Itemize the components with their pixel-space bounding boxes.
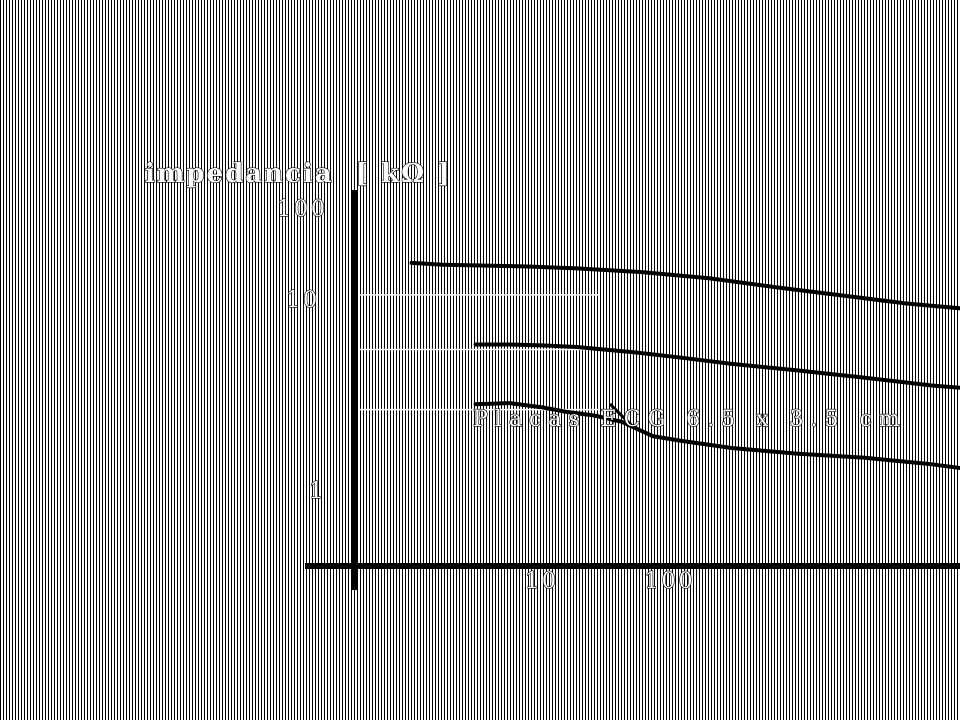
- annotation-leader-line: [608, 402, 635, 429]
- x-tick-label-100: 100: [645, 569, 696, 594]
- y-axis-label: impedancia [ kΩ ]: [145, 159, 452, 189]
- x-axis: [305, 563, 960, 569]
- grid-layer: [358, 294, 600, 411]
- annotation-label: Placas ECG 6.5 x 3.5 cm: [473, 407, 907, 432]
- series-line-3: [473, 401, 960, 470]
- y-tick-label-100: 100: [277, 197, 328, 222]
- y-tick-label-10: 10: [286, 288, 320, 313]
- y-tick-label-1: 1: [309, 479, 326, 504]
- y-axis: [351, 190, 358, 590]
- series-line-1: [409, 260, 960, 311]
- series-line-2: [473, 342, 960, 390]
- x-tick-label-10: 10: [525, 569, 559, 594]
- series-layer: [409, 260, 960, 470]
